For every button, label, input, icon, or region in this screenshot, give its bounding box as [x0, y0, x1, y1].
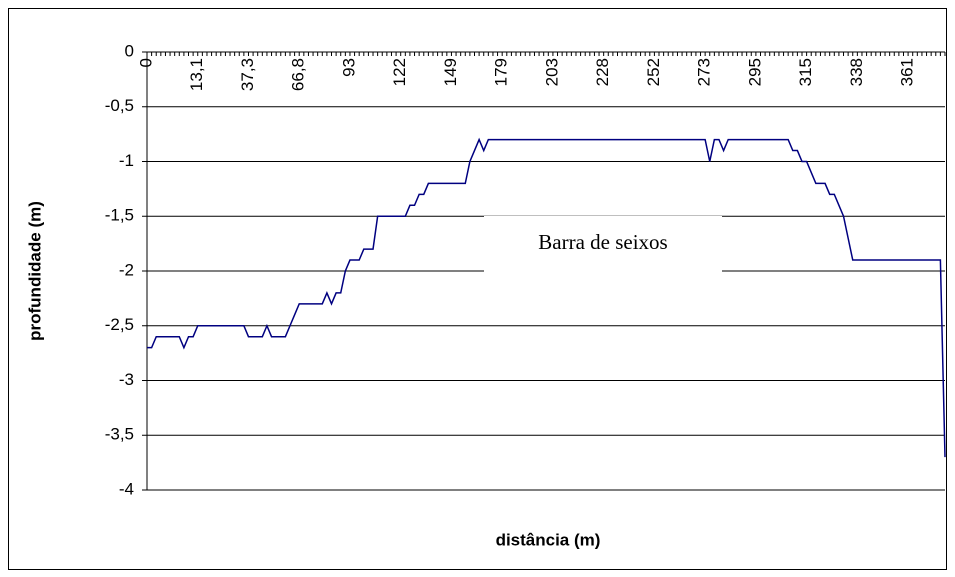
x-tick-label: 361 [898, 58, 917, 86]
y-tick-label: -3,5 [105, 425, 134, 444]
x-tick-label: 228 [593, 58, 612, 86]
y-tick-label: -4 [119, 479, 134, 498]
x-tick-label: 122 [390, 58, 409, 86]
x-tick-label: 179 [492, 58, 511, 86]
chart-border [8, 8, 947, 570]
y-tick-label: -1,5 [105, 206, 134, 225]
x-axis: 0 13,1 37,3 66,8 93 122 149 179 203 228 252 273 295 3… [136, 52, 946, 91]
x-tick-label: 37,3 [238, 58, 257, 91]
x-tick-label: 13,1 [187, 58, 206, 91]
y-tick-label: -3 [119, 370, 134, 389]
y-tick-label: -2,5 [105, 315, 134, 334]
x-tick-label: 93 [339, 58, 358, 77]
annotation: Barra de seixos [538, 230, 667, 254]
x-axis-title: distância (m) [496, 530, 601, 549]
x-tick-label: 273 [695, 58, 714, 86]
data-line [147, 137, 946, 458]
y-tick-label: -0,5 [105, 96, 134, 115]
x-tick-label: 295 [745, 58, 764, 86]
x-tick-label: 0 [136, 58, 155, 67]
y-tick-label: -2 [119, 260, 134, 279]
x-tick-label: 203 [542, 58, 561, 86]
plot [147, 137, 946, 458]
y-tick-label: 0 [125, 41, 134, 60]
x-tick-label: 338 [847, 58, 866, 86]
x-tick-label: 315 [796, 58, 815, 86]
x-tick-label: 149 [441, 58, 460, 86]
y-tick-label: -1 [119, 151, 134, 170]
x-tick-label: 66,8 [289, 58, 308, 91]
annotation-box [484, 216, 722, 272]
y-axis-title: profundidade (m) [25, 201, 44, 341]
x-tick-label: 252 [644, 58, 663, 86]
